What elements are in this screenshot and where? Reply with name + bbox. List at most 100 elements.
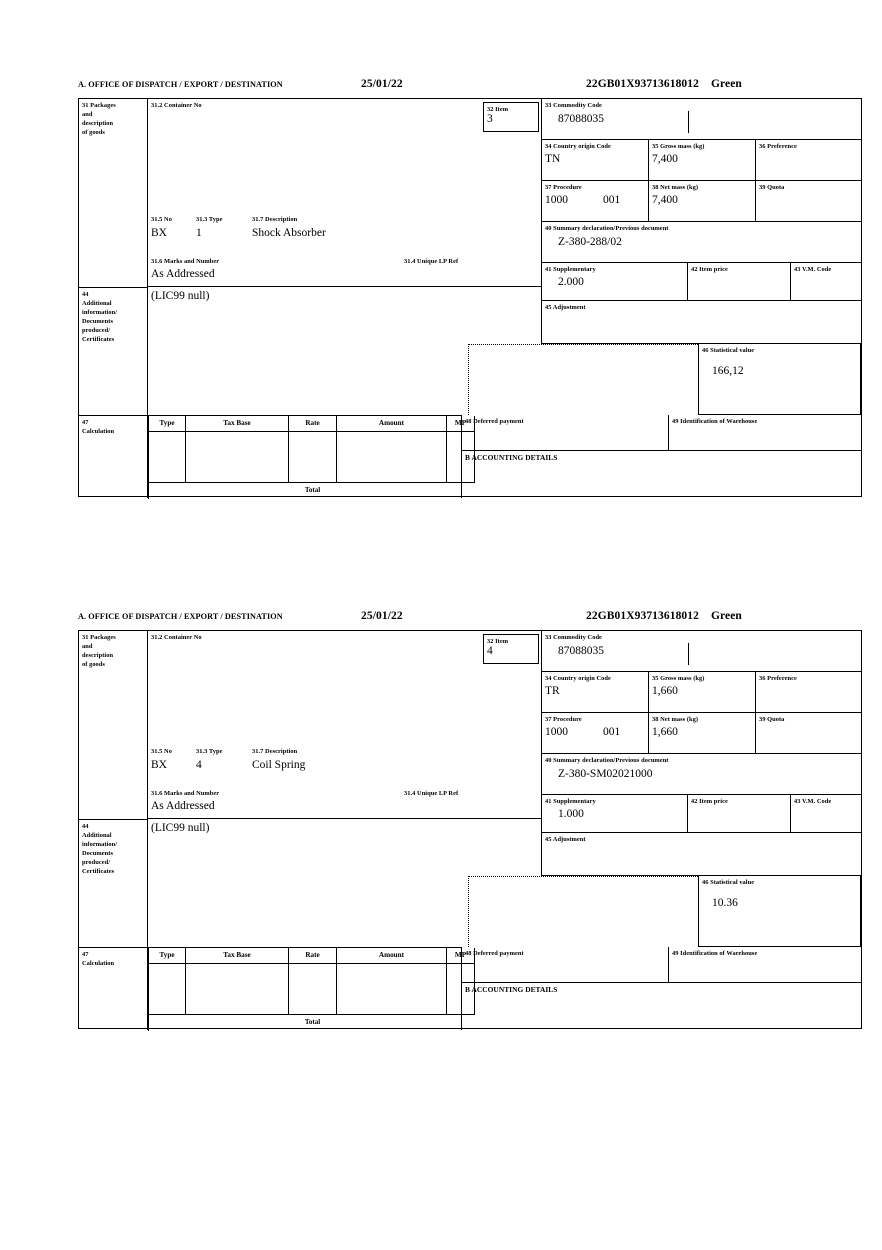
box-b-accounting-details: B ACCOUNTING DETAILS bbox=[461, 451, 861, 498]
box-40-summary-declaration: 40 Summary declaration/Previous document… bbox=[541, 222, 861, 263]
mrn-and-lane: 22GB01X93713618012 Green bbox=[586, 610, 742, 622]
calc-col-type-label: Type bbox=[159, 951, 175, 959]
packages-description-value: Coil Spring bbox=[252, 759, 306, 771]
box-39-quota: 39 Quota bbox=[755, 181, 861, 222]
box-43-vm-code: 43 V.M. Code bbox=[790, 263, 861, 301]
box-45-adjustment: 45 Adjustment bbox=[541, 833, 861, 876]
box-38-label: 38 Net mass (kg) bbox=[652, 716, 699, 723]
box-34-country-origin: 34 Country origin Code TN bbox=[541, 140, 648, 181]
box-33-divider bbox=[688, 643, 689, 665]
box-45-label: 45 Adjustment bbox=[545, 836, 586, 843]
declaration-block-1: A. OFFICE OF DISPATCH / EXPORT / DESTINA… bbox=[78, 78, 862, 499]
calc-col-type: Type bbox=[148, 948, 186, 964]
box-31-label-text: 31 Packages and description of goods bbox=[82, 634, 116, 669]
box-37-procedure: 37 Procedure 1000 001 bbox=[541, 713, 648, 754]
box-37-label: 37 Procedure bbox=[545, 716, 582, 723]
country-origin-code-value: TN bbox=[545, 153, 561, 166]
box-46-statistical-value: 46 Statistical value 10.36 bbox=[698, 876, 861, 947]
box-31-2-label: 31.2 Container No bbox=[151, 634, 202, 641]
block-header: A. OFFICE OF DISPATCH / EXPORT / DESTINA… bbox=[78, 78, 862, 98]
box-48-label: 48 Deferred payment bbox=[465, 950, 524, 957]
additional-information-value: (LIC99 null) bbox=[151, 822, 210, 834]
statistical-value-value: 10.36 bbox=[712, 897, 738, 910]
box-46-label: 46 Statistical value bbox=[702, 879, 755, 886]
packages-no-value: BX bbox=[151, 759, 167, 771]
calc-cell-amount bbox=[337, 432, 447, 483]
calc-col-rate-label: Rate bbox=[305, 419, 320, 427]
calculation-table: Type Tax Base Rate Amount MP bbox=[148, 415, 475, 499]
calc-total-label: Total bbox=[304, 486, 321, 494]
calc-cell-tax-base bbox=[186, 964, 289, 1015]
box-42-item-price: 42 Item price bbox=[687, 795, 790, 833]
box-31-5-label: 31.5 No bbox=[151, 748, 172, 755]
calc-cell-tax-base bbox=[186, 432, 289, 483]
additional-information-value: (LIC99 null) bbox=[151, 290, 210, 302]
box-35-label: 35 Gross mass (kg) bbox=[652, 143, 705, 150]
packages-description-value: Shock Absorber bbox=[252, 227, 326, 239]
mrn-value: 22GB01X93713618012 bbox=[586, 78, 699, 90]
item-no-value: 4 bbox=[487, 645, 493, 658]
calc-col-tax-base-label: Tax Base bbox=[223, 951, 251, 959]
box-31-5-label: 31.5 No bbox=[151, 216, 172, 223]
box-43-vm-code: 43 V.M. Code bbox=[790, 795, 861, 833]
packages-type-value: 4 bbox=[196, 759, 202, 771]
statistical-value-value: 166,12 bbox=[712, 365, 744, 378]
box-46-label: 46 Statistical value bbox=[702, 347, 755, 354]
calc-col-type: Type bbox=[148, 416, 186, 432]
box-47-label-text: 47 Calculation bbox=[82, 419, 115, 436]
box-31-label-text: 31 Packages and description of goods bbox=[82, 102, 116, 137]
box-49-label: 49 Identification of Warehouse bbox=[672, 950, 758, 957]
net-mass-value: 7,400 bbox=[652, 194, 678, 207]
box-45-label: 45 Adjustment bbox=[545, 304, 586, 311]
box-33-divider bbox=[688, 111, 689, 133]
box-38-net-mass: 38 Net mass (kg) 7,400 bbox=[648, 181, 755, 222]
box-42-item-price: 42 Item price bbox=[687, 263, 790, 301]
calc-col-amount-label: Amount bbox=[378, 419, 405, 427]
net-mass-value: 1,660 bbox=[652, 726, 678, 739]
box-47-label: 47 Calculation bbox=[79, 947, 148, 1030]
box-44-additional-information: (LIC99 null) bbox=[148, 819, 541, 967]
procedure-additional-value: 001 bbox=[603, 194, 621, 207]
box-35-gross-mass: 35 Gross mass (kg) 1,660 bbox=[648, 672, 755, 713]
box-35-gross-mass: 35 Gross mass (kg) 7,400 bbox=[648, 140, 755, 181]
calc-col-type-label: Type bbox=[159, 419, 175, 427]
box-b-label: B ACCOUNTING DETAILS bbox=[465, 985, 558, 994]
calc-col-mp-label: MP bbox=[454, 951, 467, 959]
procedure-additional-value: 001 bbox=[603, 726, 621, 739]
box-43-label: 43 V.M. Code bbox=[794, 266, 832, 273]
box-33-label: 33 Commodity Code bbox=[545, 634, 602, 641]
calc-total-row: Total bbox=[148, 1015, 861, 1031]
procedure-value: 1000 bbox=[545, 726, 568, 739]
box-32-label: 32 Item bbox=[487, 638, 509, 645]
office-of-dispatch-label: A. OFFICE OF DISPATCH / EXPORT / DESTINA… bbox=[78, 612, 283, 621]
commodity-code-value: 87088035 bbox=[558, 645, 604, 658]
box-31-3-label: 31.3 Type bbox=[196, 216, 223, 223]
box-37-procedure: 37 Procedure 1000 001 bbox=[541, 181, 648, 222]
calc-col-amount: Amount bbox=[337, 416, 447, 432]
marks-and-number-value: As Addressed bbox=[151, 268, 215, 280]
box-34-country-origin: 34 Country origin Code TR bbox=[541, 672, 648, 713]
box-34-label: 34 Country origin Code bbox=[545, 143, 611, 150]
calc-col-rate-label: Rate bbox=[305, 951, 320, 959]
box-47-label-text: 47 Calculation bbox=[82, 951, 115, 968]
box-31-2-container-no: 31.2 Container No 31.5 No 31.3 Type 31.7… bbox=[148, 99, 541, 287]
box-41-supplementary: 41 Supplementary 1.000 bbox=[541, 795, 687, 833]
box-45-dotted-region bbox=[468, 344, 698, 415]
box-31-label: 31 Packages and description of goods bbox=[79, 99, 148, 287]
declaration-block-2: A. OFFICE OF DISPATCH / EXPORT / DESTINA… bbox=[78, 610, 862, 1031]
box-36-preference: 36 Preference bbox=[755, 140, 861, 181]
gross-mass-value: 7,400 bbox=[652, 153, 678, 166]
box-41-label: 41 Supplementary bbox=[545, 266, 596, 273]
box-38-label: 38 Net mass (kg) bbox=[652, 184, 699, 191]
box-44-label: 44 Additional information/ Documents pro… bbox=[79, 819, 148, 967]
calculation-table: Type Tax Base Rate Amount MP bbox=[148, 947, 475, 1031]
calc-col-tax-base: Tax Base bbox=[186, 416, 289, 432]
box-44-additional-information: (LIC99 null) bbox=[148, 287, 541, 435]
calc-total-row: Total bbox=[148, 483, 861, 499]
declaration-body: 31 Packages and description of goods 31.… bbox=[78, 630, 862, 1031]
box-33-label: 33 Commodity Code bbox=[545, 102, 602, 109]
box-b-label: B ACCOUNTING DETAILS bbox=[465, 453, 558, 462]
box-40-summary-declaration: 40 Summary declaration/Previous document… bbox=[541, 754, 861, 795]
mrn-value: 22GB01X93713618012 bbox=[586, 610, 699, 622]
commodity-code-value: 87088035 bbox=[558, 113, 604, 126]
